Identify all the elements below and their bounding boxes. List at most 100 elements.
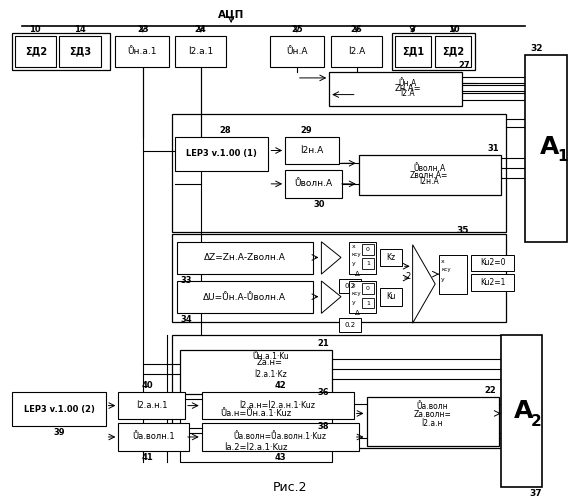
- Text: ΣД2: ΣД2: [442, 46, 464, 56]
- Text: LEP3 v.1.00 (1): LEP3 v.1.00 (1): [186, 150, 257, 158]
- Bar: [177, 281, 313, 314]
- Bar: [12, 33, 111, 70]
- Text: Ůволн.А: Ůволн.А: [413, 164, 445, 172]
- Bar: [392, 33, 475, 70]
- Text: Zн.А=: Zн.А=: [395, 84, 422, 93]
- Bar: [526, 56, 567, 242]
- Text: 0: 0: [366, 286, 370, 291]
- Bar: [331, 36, 382, 67]
- Text: İ2н.А: İ2н.А: [419, 178, 439, 186]
- Text: x: x: [352, 244, 356, 249]
- Text: 1: 1: [366, 262, 370, 266]
- Bar: [180, 433, 332, 462]
- Text: 30: 30: [314, 200, 325, 208]
- Text: İ2.а.н: İ2.а.н: [422, 418, 443, 428]
- Bar: [173, 234, 506, 322]
- Text: 0.2: 0.2: [345, 283, 356, 289]
- Text: 28: 28: [219, 126, 231, 135]
- Bar: [501, 335, 542, 487]
- Text: 32: 32: [530, 44, 543, 54]
- Bar: [339, 318, 361, 332]
- Text: 25: 25: [291, 25, 303, 34]
- Bar: [367, 397, 499, 446]
- Text: 33: 33: [180, 276, 192, 285]
- Text: ΔU=Ůн.А-Ůволн.А: ΔU=Ůн.А-Ůволн.А: [203, 292, 287, 302]
- Bar: [180, 398, 332, 428]
- Text: Ůн.а.1: Ůн.а.1: [127, 47, 157, 56]
- Text: 31: 31: [488, 144, 499, 154]
- Text: Kz: Kz: [386, 253, 395, 262]
- Text: 22: 22: [484, 386, 496, 395]
- Bar: [285, 170, 342, 198]
- Bar: [175, 137, 269, 171]
- Bar: [471, 274, 514, 291]
- Bar: [349, 281, 376, 314]
- Text: Ůн.А: Ůн.А: [398, 80, 417, 88]
- Bar: [339, 279, 361, 293]
- Text: Ůн.А: Ůн.А: [287, 47, 308, 56]
- Text: x: x: [352, 284, 356, 288]
- Bar: [118, 423, 189, 450]
- Bar: [435, 36, 471, 67]
- Bar: [180, 350, 332, 394]
- Bar: [173, 335, 501, 448]
- Text: Ůн.а.1·Ku: Ůн.а.1·Ku: [252, 352, 289, 361]
- Text: 2: 2: [530, 414, 541, 429]
- Bar: [471, 254, 514, 271]
- Bar: [362, 244, 375, 254]
- Bar: [362, 298, 375, 308]
- Text: İ2.а.н.1: İ2.а.н.1: [136, 401, 167, 410]
- Bar: [270, 36, 324, 67]
- Text: 37: 37: [530, 489, 542, 498]
- Text: y: y: [352, 261, 356, 266]
- Bar: [285, 137, 339, 164]
- Bar: [173, 114, 506, 232]
- Text: 34: 34: [180, 316, 192, 324]
- Text: Ůа.волн: Ůа.волн: [416, 402, 448, 411]
- Bar: [362, 258, 375, 269]
- Text: 10: 10: [29, 25, 41, 34]
- Bar: [439, 254, 467, 294]
- Text: 0.2: 0.2: [345, 322, 356, 328]
- Bar: [395, 36, 431, 67]
- Text: ксу: ксу: [441, 266, 450, 272]
- Text: 43: 43: [274, 452, 286, 462]
- Text: 38: 38: [318, 422, 329, 431]
- Bar: [118, 392, 185, 419]
- Text: Zа.волн=: Zа.волн=: [413, 410, 451, 419]
- Text: 21: 21: [317, 338, 329, 347]
- Bar: [15, 36, 57, 67]
- Text: Ůа.н=Ůн.а.1·Kuz: Ůа.н=Ůн.а.1·Kuz: [221, 409, 292, 418]
- Text: İ2.а.н=İ2.а.н.1·Kuz: İ2.а.н=İ2.а.н.1·Kuz: [240, 401, 316, 410]
- Text: Ku: Ku: [386, 292, 396, 301]
- Bar: [115, 36, 169, 67]
- Text: Zволн.А=: Zволн.А=: [410, 170, 449, 179]
- Text: ΣД1: ΣД1: [402, 46, 424, 56]
- Bar: [12, 392, 105, 426]
- Text: АЦП: АЦП: [218, 9, 244, 19]
- Text: 40: 40: [142, 381, 153, 390]
- Text: y: y: [441, 276, 445, 281]
- Text: A: A: [514, 400, 533, 423]
- Text: Ůа.волн=Ůа.волн.1·Kuz: Ůа.волн=Ůа.волн.1·Kuz: [234, 432, 327, 442]
- Bar: [201, 423, 358, 450]
- Text: 41: 41: [142, 452, 153, 462]
- Text: 26: 26: [351, 25, 362, 34]
- Bar: [201, 392, 354, 419]
- Text: Ůволн.А: Ůволн.А: [295, 180, 332, 188]
- Text: 36: 36: [318, 388, 329, 397]
- Text: 1: 1: [557, 149, 567, 164]
- Text: 27: 27: [459, 61, 470, 70]
- Text: 24: 24: [195, 25, 207, 34]
- Text: A: A: [540, 134, 559, 158]
- Text: x: x: [441, 259, 445, 264]
- Text: y: y: [352, 300, 356, 305]
- Text: Рис.2: Рис.2: [273, 480, 307, 494]
- Bar: [349, 242, 376, 274]
- Text: 14: 14: [74, 25, 86, 34]
- Bar: [380, 288, 402, 306]
- Text: İ2н.А: İ2н.А: [301, 146, 324, 155]
- Text: ксу: ксу: [352, 291, 361, 296]
- Text: ΣД3: ΣД3: [69, 46, 91, 56]
- Bar: [60, 36, 101, 67]
